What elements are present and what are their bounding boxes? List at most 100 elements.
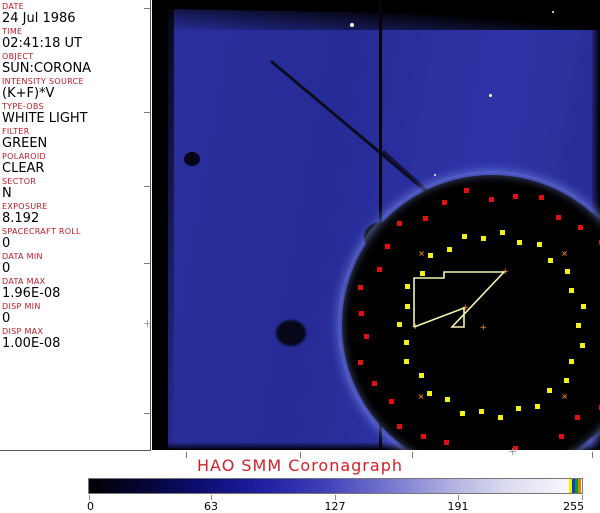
metadata-value-type-obs: WHITE LIGHT: [2, 111, 88, 126]
marker-inner-13: [404, 339, 410, 345]
metadata-label-time: TIME: [2, 27, 23, 36]
metadata-label-filter: FILTER: [2, 127, 30, 136]
metadata-row-data-min: DATA MIN 0: [2, 252, 150, 276]
metadata-value-polaroid: CLEAR: [2, 161, 45, 176]
marker-inner-12: [404, 359, 410, 365]
axis-tick-bottom-0: [186, 452, 187, 458]
marker-outer-26: [513, 193, 519, 199]
marker-inner-27: [569, 287, 575, 293]
metadata-label-data-max: DATA MAX: [2, 277, 46, 286]
axis-tick-bottom-2: [412, 452, 413, 458]
marker-inner-20: [461, 233, 467, 239]
marker-plus-3: +: [479, 322, 488, 333]
marker-cross-0: ×: [561, 391, 568, 401]
axis-tick-bottom-right: [592, 452, 593, 458]
colorbar-tick-0: [89, 495, 90, 500]
marker-inner-14: [396, 321, 402, 327]
marker-inner-7: [479, 408, 485, 414]
marker-inner-25: [548, 258, 554, 264]
marker-outer-29: [577, 225, 583, 231]
field-of-view-polygon: [413, 271, 506, 328]
metadata-panel: DATE 24 Jul 1986 TIME 02:41:18 UT OBJECT…: [0, 0, 151, 451]
metadata-label-disp-min: DISP MIN: [2, 302, 41, 311]
metadata-value-exposure: 8.192: [2, 211, 40, 226]
marker-outer-24: [464, 187, 469, 193]
marker-cross-2: ×: [418, 248, 425, 258]
colorbar-tick-127: [335, 495, 336, 500]
metadata-value-disp-min: 0: [2, 311, 11, 326]
colorbar-label-0: 0: [87, 500, 94, 513]
star-speck-4: [552, 11, 554, 13]
marker-outer-4: [574, 415, 580, 421]
marker-inner-3: [547, 387, 553, 393]
colorbar-label-255: 255: [563, 500, 585, 513]
marker-inner-17: [419, 270, 425, 276]
axis-tick-left-1: [144, 112, 151, 113]
detector-edge-left-soft: [162, 0, 174, 450]
axis-tick-bottom-1: [300, 452, 301, 458]
marker-inner-28: [580, 304, 586, 310]
marker-inner-8: [459, 410, 465, 416]
colorbar-label-127: 127: [324, 500, 346, 513]
marker-cross-1: ×: [417, 391, 425, 401]
marker-inner-18: [428, 252, 433, 258]
marker-inner-23: [517, 240, 523, 246]
plot-title: HAO SMM Coronagraph: [197, 456, 403, 475]
colorbar-special-yellow: [569, 479, 572, 493]
colorbar-tick-63: [211, 495, 212, 500]
marker-outer-5: [558, 433, 564, 439]
marker-inner-22: [500, 230, 506, 236]
marker-inner-21: [481, 235, 487, 241]
colorbar-special-green: [575, 479, 578, 493]
star-speck-1: [350, 23, 354, 27]
detector-edge-bottom: [152, 442, 600, 450]
metadata-row-data-max: DATA MAX 1.96E-08: [2, 277, 150, 301]
marker-inner-5: [515, 405, 521, 411]
metadata-row-type-obs: TYPE-OBS WHITE LIGHT: [2, 102, 150, 126]
marker-inner-29: [576, 323, 582, 329]
colorbar[interactable]: 0 63 127 191 255: [87, 478, 595, 513]
marker-inner-0: [580, 342, 586, 348]
metadata-row-object: OBJECT SUN:CORONA: [2, 52, 150, 76]
marker-outer-20: [384, 243, 390, 249]
occulter-disk: [342, 175, 600, 450]
marker-outer-25: [489, 196, 495, 202]
marker-outer-22: [422, 215, 428, 221]
metadata-value-intensity-source: (K+F)*V: [2, 86, 55, 101]
metadata-value-filter: GREEN: [2, 136, 48, 151]
marker-outer-10: [444, 440, 450, 446]
marker-outer-12: [397, 423, 403, 429]
marker-outer-30: [598, 239, 600, 245]
marker-outer-23: [441, 200, 447, 206]
marker-outer-16: [364, 334, 370, 340]
marker-outer-28: [555, 215, 561, 221]
marker-outer-17: [359, 310, 365, 316]
coronagraph-image[interactable]: × × × × + + + +: [152, 0, 600, 450]
metadata-label-spacecraft-roll: SPACECRAFT ROLL: [2, 227, 81, 236]
metadata-row-date: DATE 24 Jul 1986: [2, 2, 150, 26]
star-speck-2: [489, 94, 492, 97]
marker-inner-4: [535, 403, 541, 409]
colorbar-label-191: 191: [447, 500, 469, 513]
marker-outer-19: [376, 266, 382, 272]
axis-tick-left-2: [144, 186, 151, 187]
metadata-value-date: 24 Jul 1986: [2, 11, 76, 26]
metadata-row-exposure: EXPOSURE 8.192: [2, 202, 150, 226]
axis-tick-left-4: [144, 413, 151, 414]
metadata-value-time: 02:41:18 UT: [2, 36, 82, 51]
metadata-row-spacecraft-roll: SPACECRAFT ROLL 0: [2, 227, 150, 251]
metadata-value-data-min: 0: [2, 261, 11, 276]
metadata-label-object: OBJECT: [2, 52, 34, 61]
marker-inner-1: [568, 358, 574, 364]
metadata-value-spacecraft-roll: 0: [2, 236, 11, 251]
marker-inner-26: [565, 268, 571, 274]
marker-inner-19: [446, 246, 452, 252]
colorbar-special-orange: [578, 479, 581, 493]
marker-plus-2: +: [461, 302, 470, 313]
dark-spot-upper-left: [184, 152, 200, 166]
marker-outer-18: [357, 285, 363, 291]
metadata-label-data-min: DATA MIN: [2, 252, 43, 261]
marker-inner-2: [564, 377, 570, 383]
metadata-label-intensity-source: INTENSITY SOURCE: [2, 77, 84, 86]
marker-cross-3: ×: [561, 249, 568, 259]
